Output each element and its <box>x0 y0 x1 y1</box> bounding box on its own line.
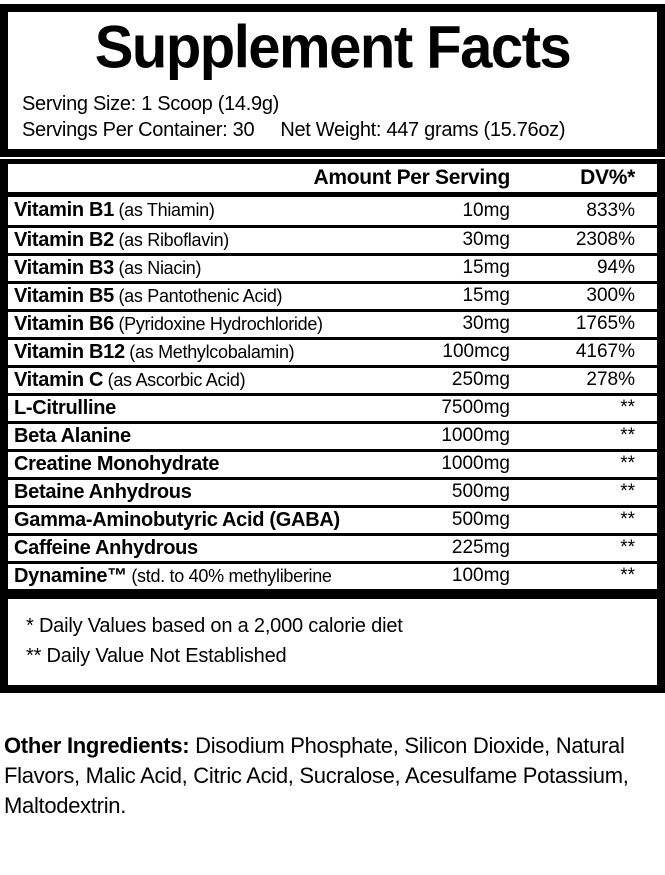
table-row: Vitamin B5 (as Pantothenic Acid) 15mg 30… <box>8 280 657 309</box>
table-row: Beta Alanine 1000mg ** <box>8 420 657 449</box>
label-title: Supplement Facts <box>94 13 572 82</box>
ingredient-amount: 30mg <box>462 313 510 335</box>
ingredient-dv: ** <box>620 425 635 447</box>
ingredient-amount: 250mg <box>451 369 510 391</box>
ingredient-dv: ** <box>620 565 635 587</box>
ingredient-detail: (as Pantothenic Acid) <box>118 285 283 306</box>
net-weight: Net Weight: 447 grams (15.76oz) <box>280 118 566 141</box>
ingredient-amount: 100mg <box>451 565 510 587</box>
ingredient-amount: 500mg <box>451 509 510 531</box>
other-ingredients: Other Ingredients: Disodium Phosphate, S… <box>4 731 659 821</box>
ingredient-dv: ** <box>620 537 635 559</box>
table-row: Vitamin B2 (as Riboflavin) 30mg 2308% <box>8 224 657 253</box>
table-row: Vitamin C (as Ascorbic Acid) 250mg 278% <box>8 364 657 393</box>
ingredient-amount: 7500mg <box>441 397 510 419</box>
ingredient-detail: (as Niacin) <box>118 257 202 278</box>
ingredient-detail: (as Methylcobalamin) <box>129 341 295 362</box>
ingredient-dv: 833% <box>586 199 635 221</box>
ingredient-name: Vitamin B5 <box>14 284 114 307</box>
ingredient-dv: 4167% <box>575 341 635 363</box>
ingredient-dv: 94% <box>596 257 635 279</box>
dv-percent-header: DV%* <box>580 165 635 189</box>
facts-panel: Amount Per Serving DV%* Vitamin B1 (as T… <box>0 158 665 693</box>
footnote-daily-values: * Daily Values based on a 2,000 calorie … <box>26 614 403 637</box>
ingredient-amount: 30mg <box>462 229 510 251</box>
ingredient-detail: (Pyridoxine Hydrochloride) <box>118 313 323 334</box>
servings-per-container: Servings Per Container: 30 <box>22 118 255 141</box>
ingredient-amount: 100mcg <box>442 341 510 363</box>
ingredient-dv: 2308% <box>575 229 635 251</box>
table-row: Gamma-Aminobutyric Acid (GABA) 500mg ** <box>8 504 657 533</box>
ingredient-amount: 15mg <box>462 257 510 279</box>
table-row: Vitamin B6 (Pyridoxine Hydrochloride) 30… <box>8 308 657 337</box>
ingredient-dv: ** <box>620 509 635 531</box>
table-row: Dynamine™ (std. to 40% methyliberine 100… <box>8 560 657 589</box>
ingredient-name: L-Citrulline <box>14 396 116 419</box>
table-row: Caffeine Anhydrous 225mg ** <box>8 532 657 561</box>
table-header-row: Amount Per Serving DV%* <box>8 164 657 197</box>
ingredient-dv: 300% <box>586 285 635 307</box>
ingredient-amount: 15mg <box>462 285 510 307</box>
table-row: Vitamin B3 (as Niacin) 15mg 94% <box>8 252 657 281</box>
ingredient-detail: (std. to 40% methyliberine <box>131 565 332 586</box>
serving-meta-line: Servings Per Container: 30 Net Weight: 44… <box>22 117 643 143</box>
ingredient-dv: 1765% <box>575 313 635 335</box>
supplement-label: Supplement Facts Serving Size: 1 Scoop (… <box>0 4 665 821</box>
ingredient-amount: 1000mg <box>441 425 510 447</box>
ingredient-amount: 500mg <box>451 481 510 503</box>
ingredient-name: Vitamin B1 <box>14 199 114 222</box>
ingredient-rows: Vitamin B1 (as Thiamin) 10mg 833% Vitami… <box>8 197 657 589</box>
other-ingredients-text: Disodium Phosphate, Silicon Dioxide, Nat… <box>4 732 629 818</box>
ingredient-name: Caffeine Anhydrous <box>14 536 198 559</box>
table-row: Vitamin B12 (as Methylcobalamin) 100mcg … <box>8 336 657 365</box>
table-row: Vitamin B1 (as Thiamin) 10mg 833% <box>8 197 657 225</box>
ingredient-name: Vitamin B2 <box>14 228 114 251</box>
ingredient-name: Betaine Anhydrous <box>14 480 192 503</box>
ingredient-amount: 225mg <box>451 537 510 559</box>
ingredient-amount: 1000mg <box>441 453 510 475</box>
ingredient-name: Beta Alanine <box>14 424 131 447</box>
amount-per-serving-header: Amount Per Serving <box>313 165 511 189</box>
footnote-not-established: ** Daily Value Not Established <box>26 644 287 667</box>
ingredient-detail: (as Riboflavin) <box>118 229 229 250</box>
ingredient-name: Vitamin B6 <box>14 312 114 335</box>
ingredient-name: Dynamine™ <box>14 564 127 587</box>
ingredient-name: Creatine Monohydrate <box>14 452 220 475</box>
ingredient-name: Vitamin B3 <box>14 256 114 279</box>
ingredient-name: Gamma-Aminobutyric Acid (GABA) <box>14 508 340 531</box>
ingredient-detail: (as Ascorbic Acid) <box>107 369 246 390</box>
ingredient-dv: ** <box>620 453 635 475</box>
ingredient-detail: (as Thiamin) <box>118 200 215 221</box>
ingredient-amount: 10mg <box>462 199 510 221</box>
table-row: Creatine Monohydrate 1000mg ** <box>8 448 657 477</box>
footnotes: * Daily Values based on a 2,000 calorie … <box>8 588 657 685</box>
ingredient-name: Vitamin C <box>14 368 104 391</box>
table-row: Betaine Anhydrous 500mg ** <box>8 476 657 505</box>
other-ingredients-label: Other Ingredients: <box>4 732 190 758</box>
ingredient-dv: 278% <box>586 369 635 391</box>
table-row: L-Citrulline 7500mg ** <box>8 392 657 421</box>
ingredient-dv: ** <box>620 397 635 419</box>
serving-size: Serving Size: 1 Scoop (14.9g) <box>22 92 280 115</box>
ingredient-name: Vitamin B12 <box>14 340 125 363</box>
ingredient-dv: ** <box>620 481 635 503</box>
header-panel: Supplement Facts Serving Size: 1 Scoop (… <box>0 4 665 157</box>
